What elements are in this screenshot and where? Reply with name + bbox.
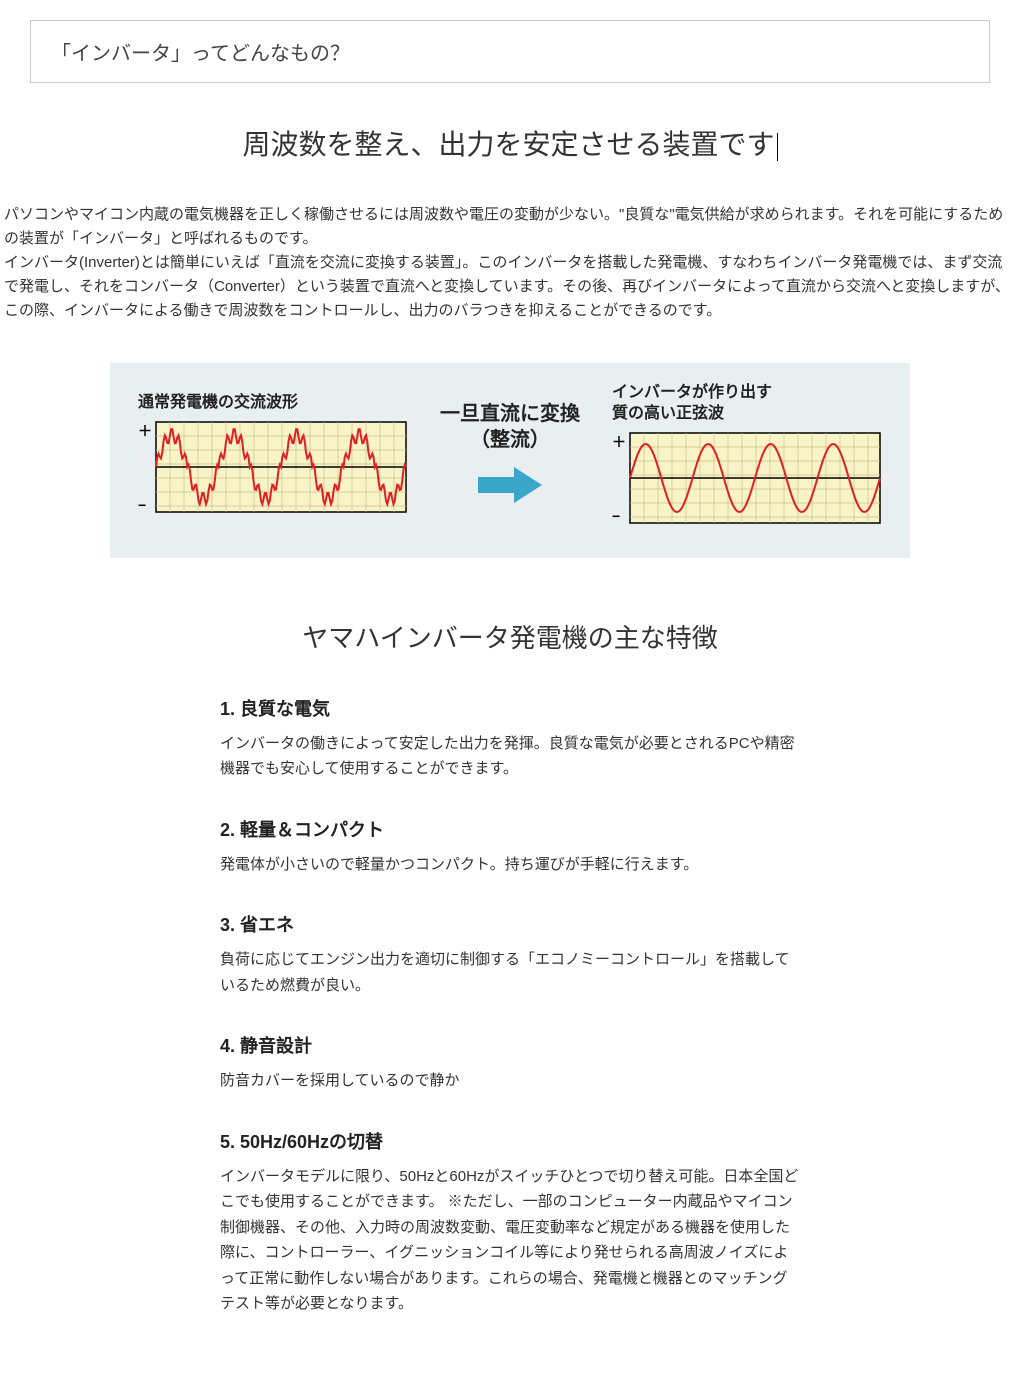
feature-title: 4. 静音設計 — [220, 1032, 800, 1058]
svg-text:−: − — [138, 497, 146, 513]
intro-line: インバータ(Inverter)とは簡単にいえば「直流を交流に変換する装置」。この… — [4, 254, 1010, 319]
feature-title: 5. 50Hz/60Hzの切替 — [220, 1128, 800, 1154]
left-wave-block: 通常発電機の交流波形 ＋− — [138, 393, 408, 519]
text-cursor-icon — [777, 133, 778, 161]
feature-item: 5. 50Hz/60Hzの切替 インバータモデルに限り、50Hzと60Hzがスイ… — [220, 1128, 800, 1317]
intro-paragraph: パソコンやマイコン内蔵の電気機器を正しく稼働させるには周波数や電圧の変動が少ない… — [0, 203, 1020, 323]
right-label-line1: インバータが作り出す — [612, 384, 772, 401]
feature-text: インバータモデルに限り、50Hzと60Hzがスイッチひとつで切り替え可能。日本全… — [220, 1164, 800, 1317]
irregular-wave-chart: ＋− — [138, 420, 408, 514]
feature-text: 負荷に応じてエンジン出力を適切に制御する「エコノミーコントロール」を搭載している… — [220, 947, 800, 998]
feature-text: 防音カバーを採用しているので静か — [220, 1068, 800, 1094]
center-text: 一旦直流に変換 （整流） — [440, 401, 580, 453]
intro-line: パソコンやマイコン内蔵の電気機器を正しく稼働させるには周波数や電圧の変動が少ない… — [4, 206, 1003, 247]
feature-item: 4. 静音設計 防音カバーを採用しているので静か — [220, 1032, 800, 1094]
feature-title: 3. 省エネ — [220, 911, 800, 937]
right-wave-label: インバータが作り出す 質の高い正弦波 — [612, 383, 882, 425]
center-line2: （整流） — [470, 429, 550, 451]
right-wave-block: インバータが作り出す 質の高い正弦波 ＋− — [612, 383, 882, 530]
svg-text:−: − — [612, 508, 620, 524]
sine-wave-chart: ＋− — [612, 431, 882, 525]
arrow-right-icon — [474, 463, 546, 507]
page-title: 「インバータ」ってどんなもの？ — [51, 37, 969, 66]
center-line1: 一旦直流に変換 — [440, 403, 580, 425]
feature-text: インバータの働きによって安定した出力を発揮。良質な電気が必要とされるPCや精密機… — [220, 731, 800, 782]
svg-text:＋: ＋ — [612, 434, 626, 450]
center-block: 一旦直流に変換 （整流） — [440, 401, 580, 512]
subtitle-text: 周波数を整え、出力を安定させる装置です — [242, 129, 774, 160]
waveform-diagram: 通常発電機の交流波形 ＋− 一旦直流に変換 （整流） インバータが作り出す 質の… — [110, 363, 910, 558]
feature-text: 発電体が小さいので軽量かつコンパクト。持ち運びが手軽に行えます。 — [220, 852, 800, 878]
svg-text:＋: ＋ — [138, 423, 152, 439]
right-label-line2: 質の高い正弦波 — [612, 405, 724, 422]
features-list: 1. 良質な電気 インバータの働きによって安定した出力を発揮。良質な電気が必要と… — [0, 695, 1020, 1391]
feature-title: 1. 良質な電気 — [220, 695, 800, 721]
subtitle: 周波数を整え、出力を安定させる装置です — [0, 123, 1020, 163]
left-wave-label: 通常発電機の交流波形 — [138, 393, 408, 414]
title-box: 「インバータ」ってどんなもの？ — [30, 20, 990, 83]
feature-item: 1. 良質な電気 インバータの働きによって安定した出力を発揮。良質な電気が必要と… — [220, 695, 800, 782]
feature-item: 2. 軽量＆コンパクト 発電体が小さいので軽量かつコンパクト。持ち運びが手軽に行… — [220, 816, 800, 878]
feature-item: 3. 省エネ 負荷に応じてエンジン出力を適切に制御する「エコノミーコントロール」… — [220, 911, 800, 998]
features-title: ヤマハインバータ発電機の主な特徴 — [0, 618, 1020, 655]
feature-title: 2. 軽量＆コンパクト — [220, 816, 800, 842]
